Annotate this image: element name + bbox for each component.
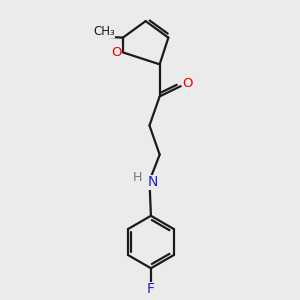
- Text: H: H: [133, 171, 142, 184]
- Text: CH₃: CH₃: [93, 25, 115, 38]
- Text: N: N: [148, 175, 158, 189]
- Text: O: O: [183, 77, 193, 90]
- Text: O: O: [111, 46, 122, 59]
- Text: F: F: [147, 282, 155, 296]
